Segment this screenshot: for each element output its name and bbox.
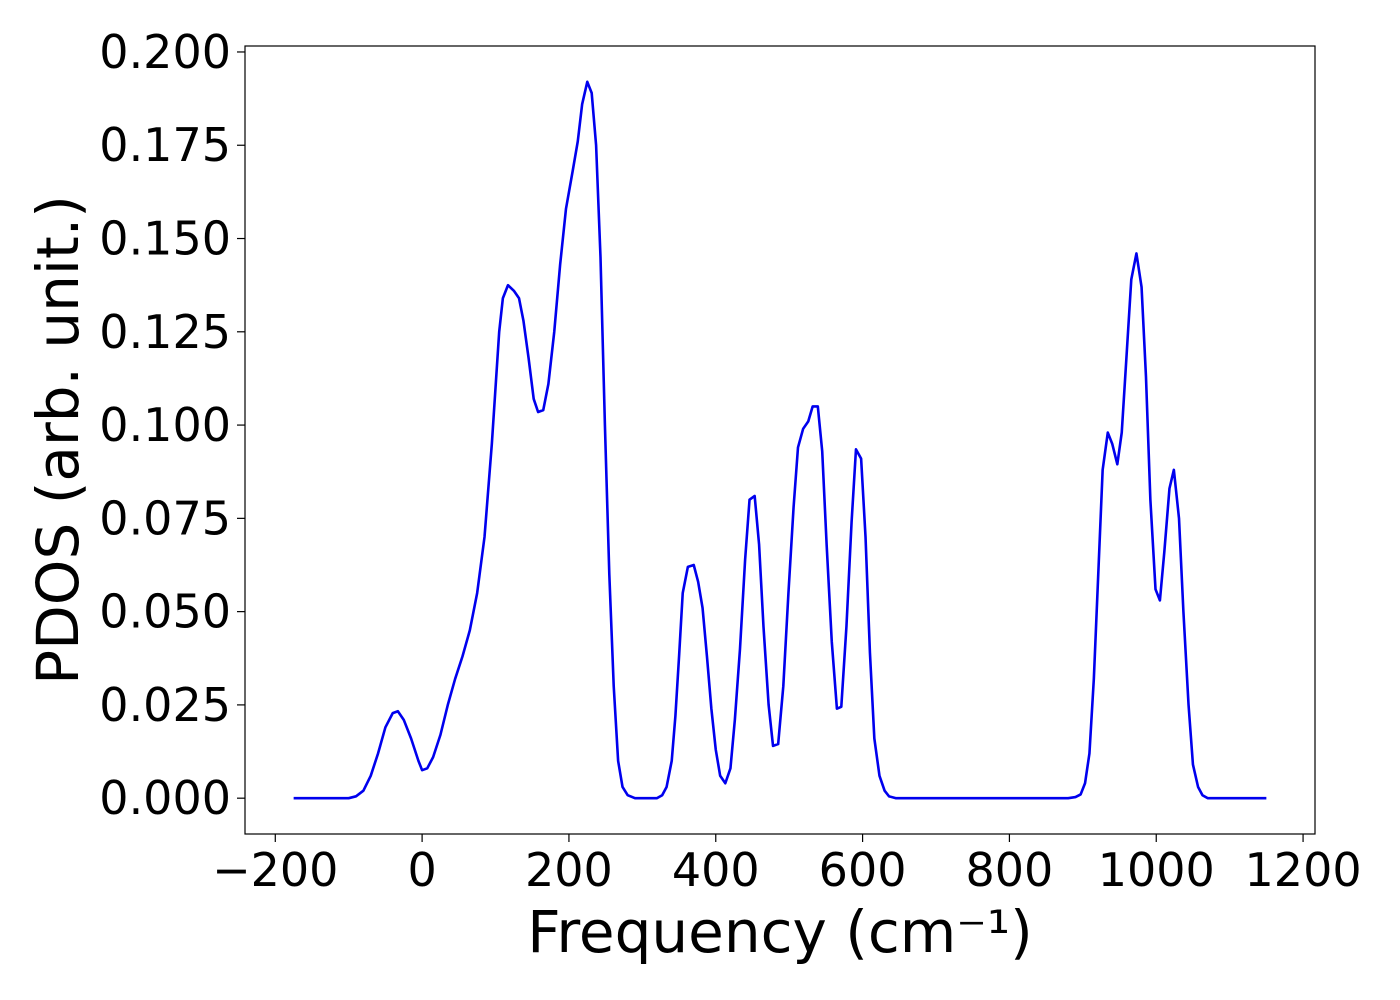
x-tick-label: 1200: [1245, 843, 1362, 897]
plot-frame: [244, 45, 1316, 835]
y-tick-label: 0.175: [99, 118, 231, 172]
y-axis-label: PDOS (arb. unit.): [24, 195, 92, 685]
y-tick-label: 0.150: [99, 212, 231, 266]
x-tick-label: 1000: [1098, 843, 1215, 897]
y-tick-label: 0.025: [99, 678, 231, 732]
x-tick-label: 800: [966, 843, 1054, 897]
y-tick-label: 0.200: [99, 25, 231, 79]
x-tick-label: −200: [212, 843, 338, 897]
y-tick-label: 0.075: [99, 491, 231, 545]
y-tick-label: 0.125: [99, 305, 231, 359]
x-tick-label: 400: [672, 843, 760, 897]
y-tick-label: 0.000: [99, 771, 231, 825]
y-tick-label: 0.100: [99, 398, 231, 452]
x-tick-label: 600: [819, 843, 907, 897]
pdos-line: [293, 80, 1267, 800]
y-tick-label: 0.050: [99, 585, 231, 639]
x-tick-label: 0: [407, 843, 436, 897]
x-axis-label: Frequency (cm⁻¹): [527, 898, 1033, 966]
x-tick-label: 200: [525, 843, 613, 897]
